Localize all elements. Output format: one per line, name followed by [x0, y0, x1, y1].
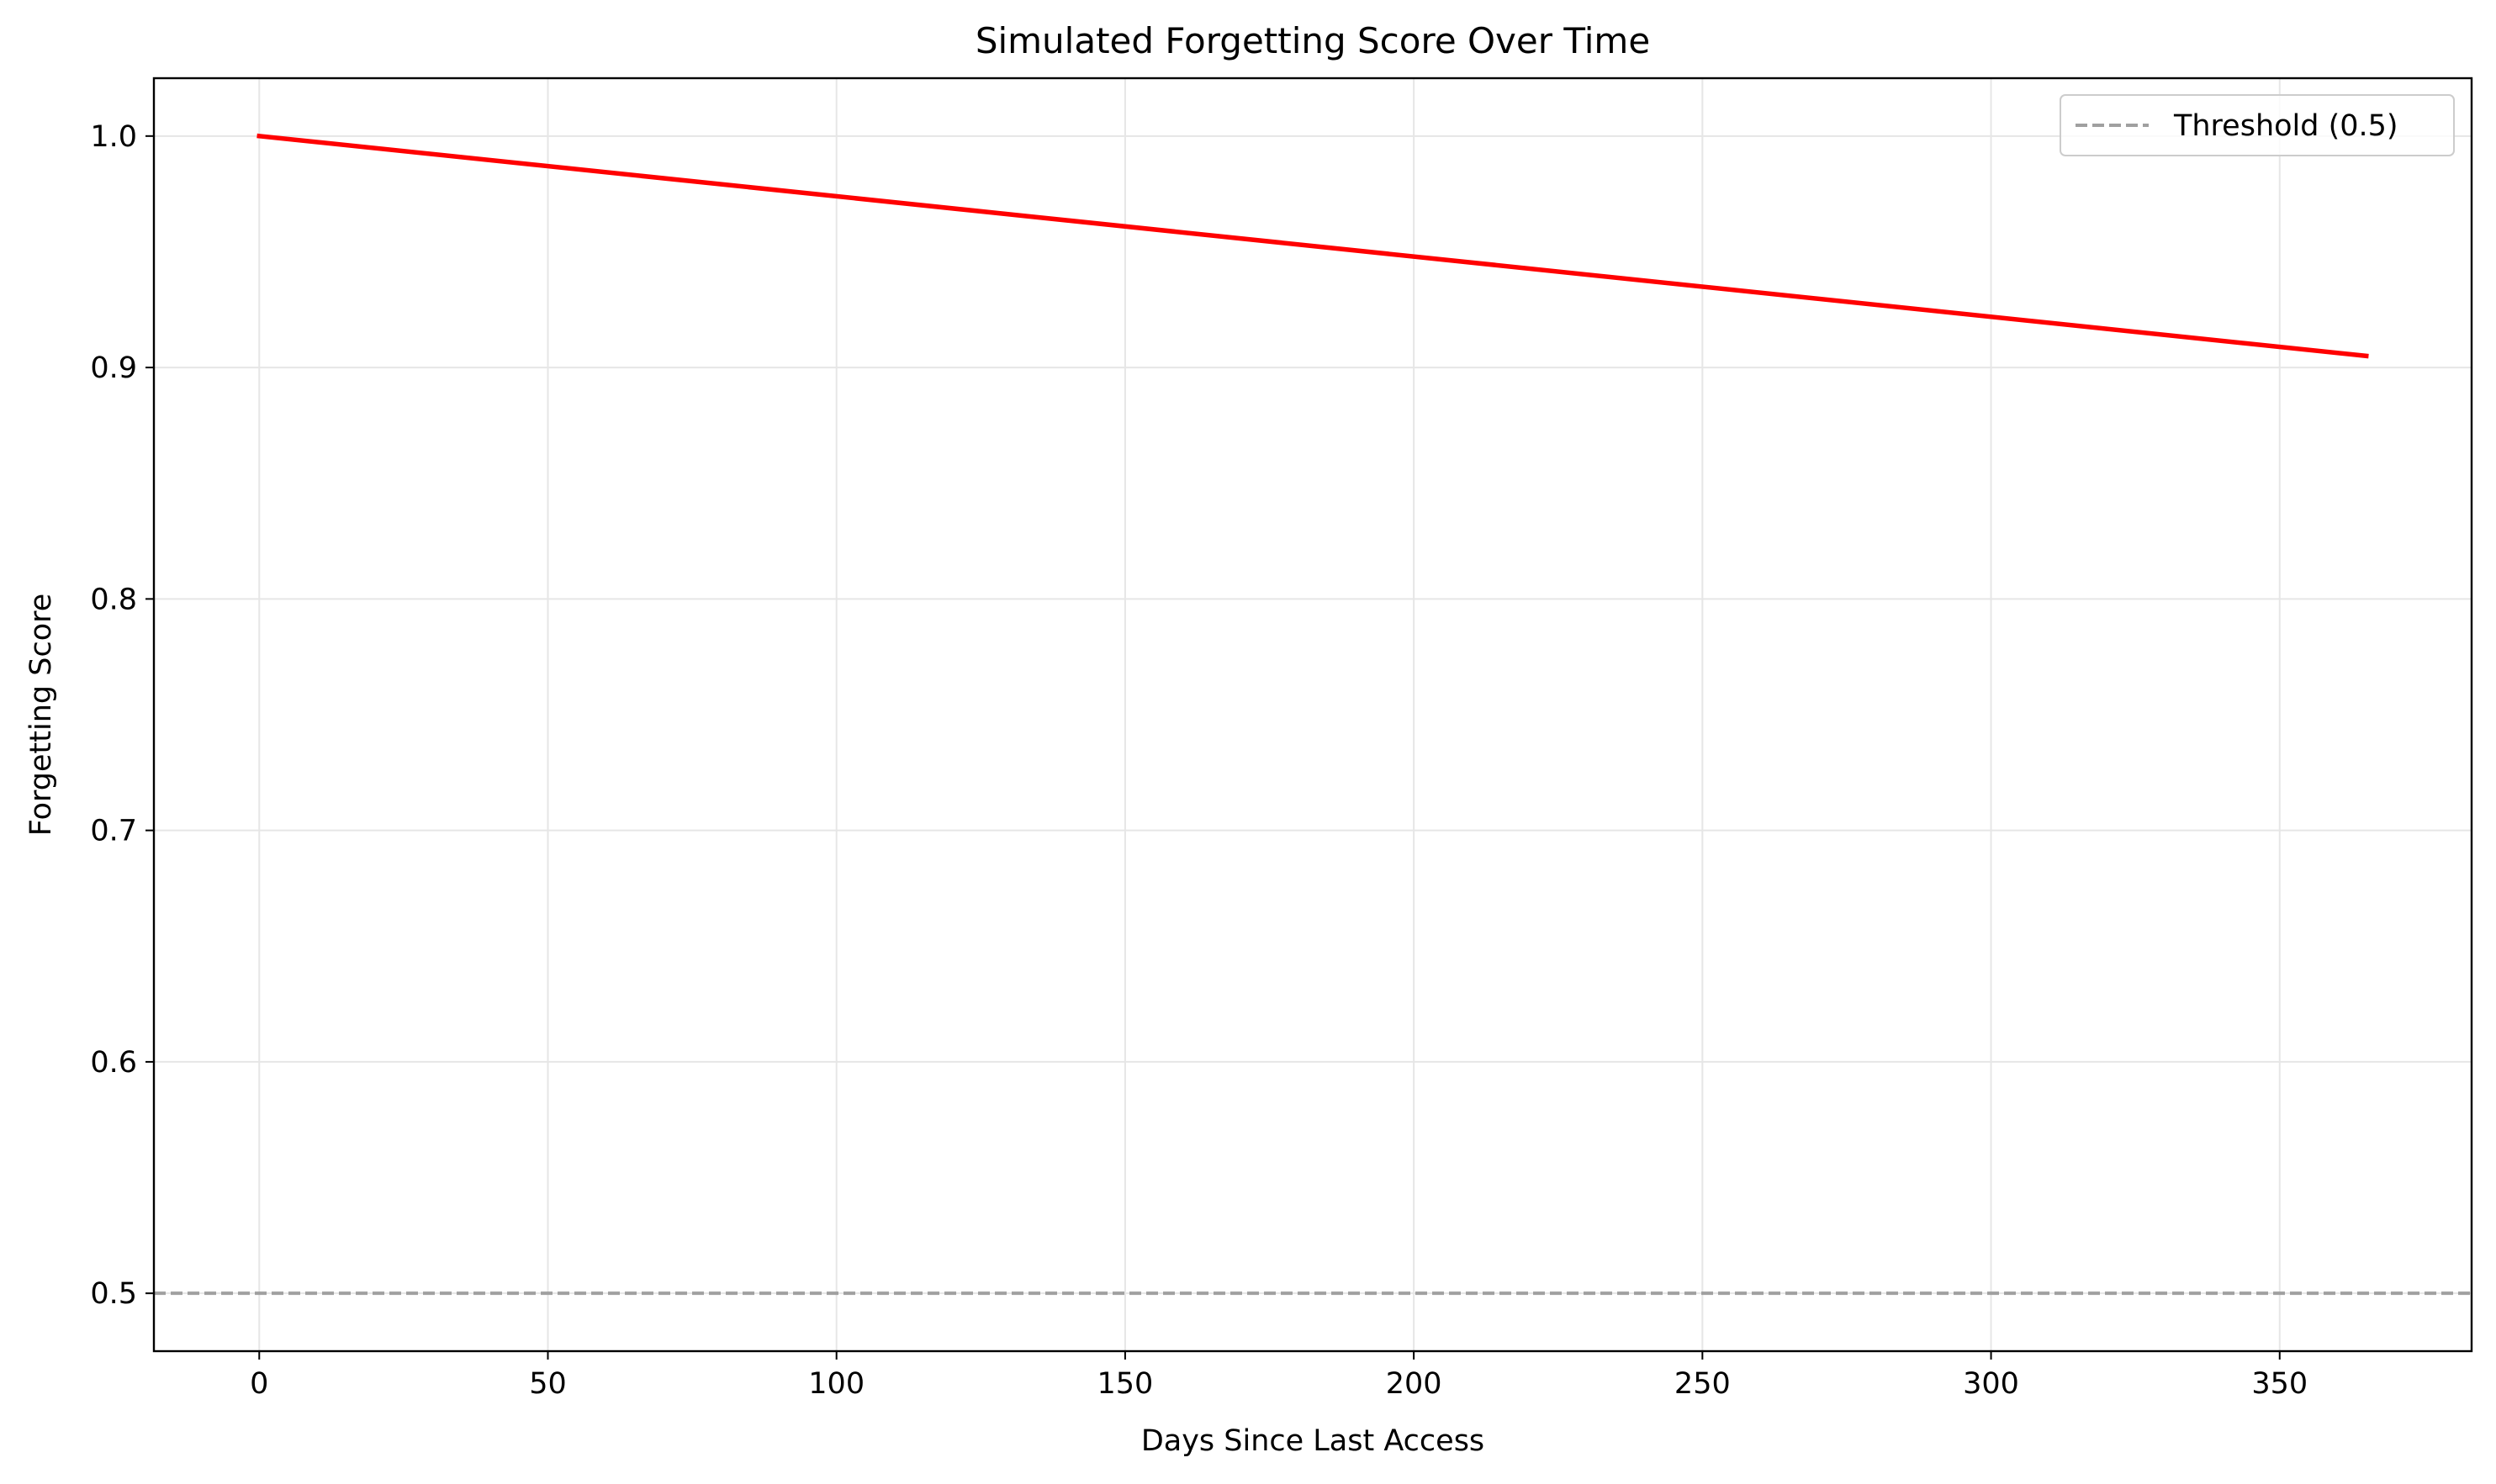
- x-tick-label-2: 100: [808, 1367, 865, 1401]
- y-tick-label-5: 1.0: [90, 120, 137, 154]
- x-tick-label-5: 250: [1674, 1367, 1731, 1401]
- y-tick-label-3: 0.8: [90, 583, 137, 616]
- y-tick-label-0: 0.5: [90, 1277, 137, 1311]
- y-tick-label-1: 0.6: [90, 1046, 137, 1080]
- plot-frame: [152, 77, 2473, 1353]
- y-tick-label-2: 0.7: [90, 815, 137, 848]
- x-tick-label-3: 150: [1097, 1367, 1154, 1401]
- y-tick-label-4: 0.9: [90, 351, 137, 385]
- legend-label-threshold: Threshold (0.5): [2173, 109, 2398, 143]
- x-tick-label-4: 200: [1386, 1367, 1442, 1401]
- legend: Threshold (0.5): [2060, 94, 2455, 156]
- x-tick-label-7: 350: [2251, 1367, 2308, 1401]
- x-tick-label-6: 300: [1963, 1367, 2019, 1401]
- x-tick-label-1: 50: [529, 1367, 567, 1401]
- axis-ticks: 0 50 100 150 200 250 300 350 0.5 0.6 0.7 0.8 0.9 1.0: [90, 120, 2308, 1401]
- series-line-0: [256, 133, 2369, 359]
- legend-box: [2060, 94, 2455, 156]
- y-axis-label: Forgetting Score: [24, 594, 58, 837]
- chart-title: Simulated Forgetting Score Over Time: [976, 20, 1650, 61]
- series-lines: [256, 133, 2369, 359]
- x-axis-label: Days Since Last Access: [1141, 1424, 1484, 1458]
- x-tick-label-0: 0: [250, 1367, 268, 1401]
